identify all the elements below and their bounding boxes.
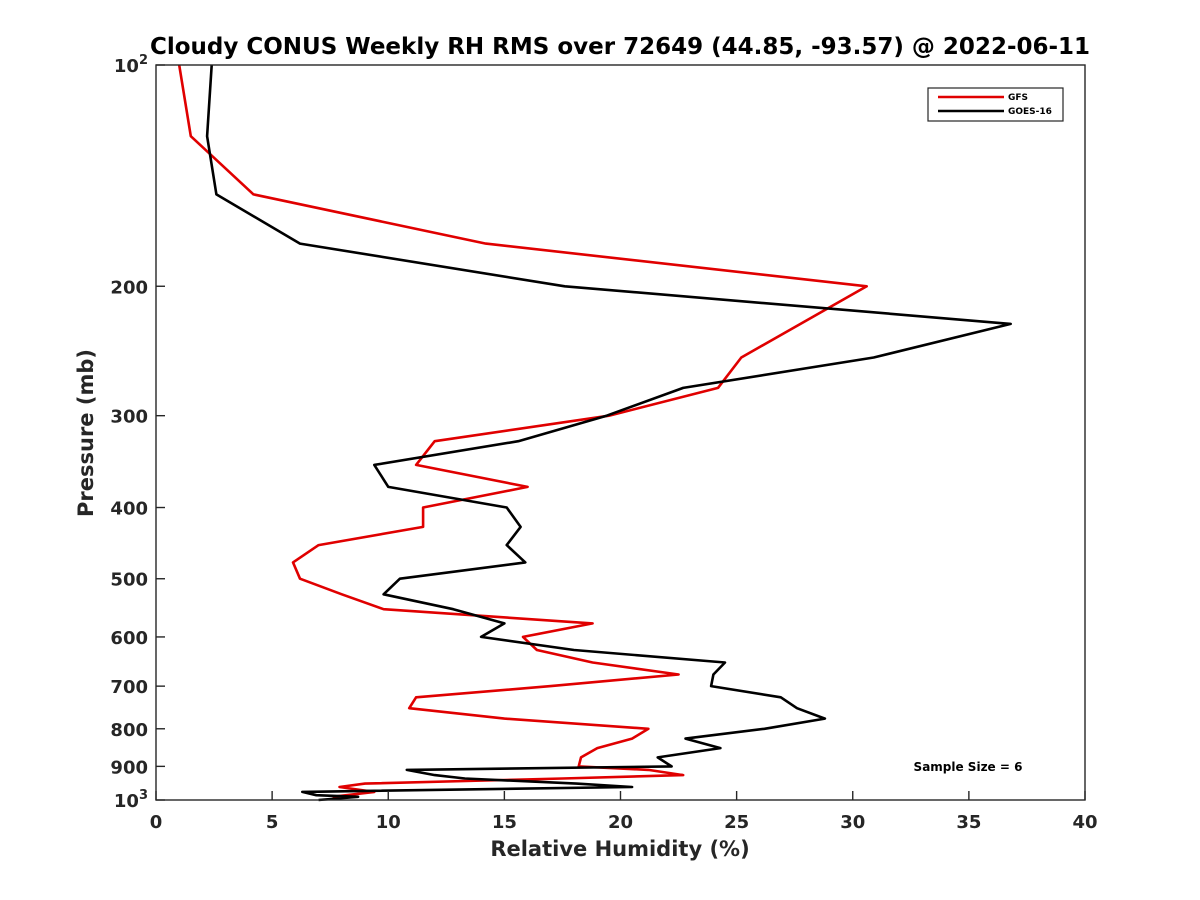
x-tick-label: 25 <box>724 812 749 833</box>
y-tick-label: 800 <box>110 720 148 741</box>
x-tick-label: 5 <box>266 812 279 833</box>
x-tick-label: 30 <box>840 812 865 833</box>
y-tick-label: 102 <box>114 53 148 77</box>
sample-size-annotation: Sample Size = 6 <box>914 760 1023 774</box>
x-tick-label: 40 <box>1072 812 1097 833</box>
y-ticks: 102 200 300 400 500 600 700 800 900 103 <box>110 53 165 812</box>
x-ticks: 0 5 10 15 20 25 30 35 40 <box>150 791 1098 833</box>
y-tick-label: 103 <box>114 788 148 812</box>
y-tick-label: 500 <box>110 570 148 591</box>
legend-label: GOES-16 <box>1008 107 1052 117</box>
series-line-0 <box>177 64 869 799</box>
legend-label: GFS <box>1008 93 1028 103</box>
x-tick-label: 10 <box>376 812 401 833</box>
y-tick-label: 900 <box>110 757 148 778</box>
x-axis-label: Relative Humidity (%) <box>490 837 749 861</box>
x-tick-label: 20 <box>608 812 633 833</box>
legend: GFS GOES-16 <box>927 87 1064 122</box>
y-tick-label: 300 <box>110 407 148 428</box>
series-layer <box>177 64 1013 802</box>
y-axis-label: Pressure (mb) <box>74 349 98 517</box>
y-tick-label: 700 <box>110 677 148 698</box>
y-tick-label: 200 <box>110 277 148 298</box>
plot-frame <box>155 64 1086 801</box>
series-line-1 <box>205 64 1013 802</box>
x-tick-label: 0 <box>150 812 163 833</box>
legend-box <box>927 87 1064 122</box>
y-tick-label: 400 <box>110 499 148 520</box>
x-tick-label: 35 <box>956 812 981 833</box>
x-tick-label: 15 <box>492 812 517 833</box>
chart-title: Cloudy CONUS Weekly RH RMS over 72649 (4… <box>150 34 1090 60</box>
y-tick-label: 600 <box>110 628 148 649</box>
